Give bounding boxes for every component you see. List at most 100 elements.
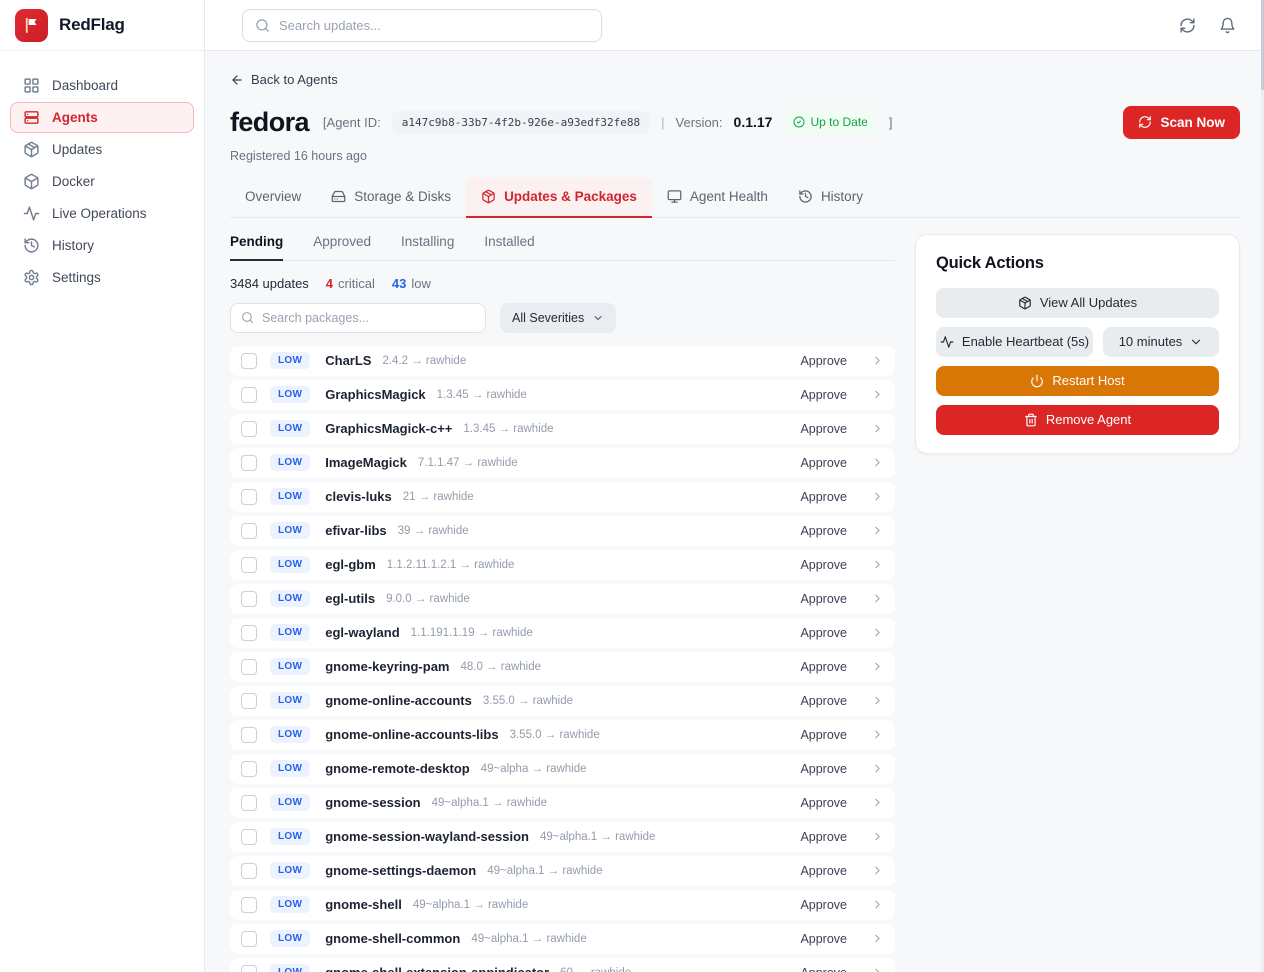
sidebar-item-live-operations[interactable]: Live Operations [10, 198, 194, 229]
chevron-right-icon[interactable] [871, 966, 884, 972]
scrollbar-track[interactable] [1261, 0, 1264, 972]
package-checkbox[interactable] [241, 590, 257, 607]
sidebar-item-history[interactable]: History [10, 230, 194, 261]
package-checkbox[interactable] [241, 386, 257, 403]
package-checkbox[interactable] [241, 488, 257, 505]
sidebar-item-agents[interactable]: Agents [10, 102, 194, 133]
enable-heartbeat-button[interactable]: Enable Heartbeat (5s) [936, 326, 1093, 357]
package-checkbox[interactable] [241, 794, 257, 811]
package-checkbox[interactable] [241, 760, 257, 777]
package-checkbox[interactable] [241, 454, 257, 471]
approve-button[interactable]: Approve [800, 795, 847, 810]
flag-icon [23, 16, 41, 34]
chevron-right-icon[interactable] [871, 422, 884, 435]
approve-button[interactable]: Approve [800, 727, 847, 742]
subtab-approved[interactable]: Approved [313, 233, 372, 249]
chevron-right-icon[interactable] [871, 898, 884, 911]
package-checkbox[interactable] [241, 896, 257, 913]
quick-actions-column: Quick Actions View All Updates Enable He… [915, 233, 1240, 454]
approve-button[interactable]: Approve [800, 489, 847, 504]
chevron-right-icon[interactable] [871, 354, 884, 367]
approve-button[interactable]: Approve [800, 897, 847, 912]
package-checkbox[interactable] [241, 624, 257, 641]
chevron-right-icon[interactable] [871, 490, 884, 503]
notifications-bell-icon[interactable] [1219, 17, 1236, 34]
approve-button[interactable]: Approve [800, 625, 847, 640]
chevron-right-icon[interactable] [871, 660, 884, 673]
chevron-right-icon[interactable] [871, 796, 884, 809]
chevron-right-icon[interactable] [871, 388, 884, 401]
package-name: efivar-libs [325, 523, 387, 538]
subtab-pending[interactable]: Pending [230, 234, 284, 261]
sidebar-item-label: Agents [52, 110, 98, 125]
sidebar-item-settings[interactable]: Settings [10, 262, 194, 293]
approve-button[interactable]: Approve [800, 931, 847, 946]
subtab-installing[interactable]: Installing [401, 233, 455, 249]
chevron-right-icon[interactable] [871, 694, 884, 707]
sidebar-item-dashboard[interactable]: Dashboard [10, 70, 194, 101]
topbar [205, 0, 1264, 51]
status-badge: Up to Date [783, 111, 878, 133]
chevron-right-icon[interactable] [871, 864, 884, 877]
approve-button[interactable]: Approve [800, 421, 847, 436]
chevron-right-icon[interactable] [871, 524, 884, 537]
tab-updates-packages[interactable]: Updates & Packages [466, 176, 652, 218]
subtab-installed[interactable]: Installed [484, 233, 535, 249]
chevron-right-icon[interactable] [871, 728, 884, 741]
approve-button[interactable]: Approve [800, 387, 847, 402]
sidebar-item-label: Updates [52, 142, 103, 157]
tab-overview[interactable]: Overview [230, 177, 316, 218]
tab-agent-health[interactable]: Agent Health [652, 177, 783, 218]
approve-button[interactable]: Approve [800, 557, 847, 572]
package-checkbox[interactable] [241, 862, 257, 879]
approve-button[interactable]: Approve [800, 353, 847, 368]
status-badge-label: Up to Date [810, 115, 868, 129]
package-checkbox[interactable] [241, 522, 257, 539]
approve-button[interactable]: Approve [800, 761, 847, 776]
package-checkbox[interactable] [241, 828, 257, 845]
package-row: LOW egl-wayland 1.1.191.1.19 → rawhide Appr… [230, 617, 895, 648]
severity-badge: LOW [270, 352, 311, 369]
package-checkbox[interactable] [241, 420, 257, 437]
bracket-close: ] [888, 114, 893, 130]
scan-now-button[interactable]: Scan Now [1123, 105, 1240, 139]
chevron-right-icon[interactable] [871, 830, 884, 843]
sidebar-item-updates[interactable]: Updates [10, 134, 194, 165]
package-checkbox[interactable] [241, 930, 257, 947]
tab-storage-disks[interactable]: Storage & Disks [316, 177, 466, 218]
global-search-input[interactable] [279, 17, 589, 33]
severity-filter[interactable]: All Severities [500, 302, 617, 333]
remove-agent-button[interactable]: Remove Agent [936, 404, 1219, 435]
approve-button[interactable]: Approve [800, 693, 847, 708]
package-checkbox[interactable] [241, 726, 257, 743]
back-to-agents-link[interactable]: Back to Agents [230, 72, 338, 87]
chevron-right-icon[interactable] [871, 932, 884, 945]
approve-button[interactable]: Approve [800, 829, 847, 844]
view-all-updates-button[interactable]: View All Updates [936, 287, 1219, 318]
chevron-right-icon[interactable] [871, 626, 884, 639]
package-checkbox[interactable] [241, 692, 257, 709]
package-checkbox[interactable] [241, 964, 257, 972]
scrollbar-thumb[interactable] [1261, 0, 1264, 90]
tab-history[interactable]: History [783, 177, 878, 218]
approve-button[interactable]: Approve [800, 523, 847, 538]
package-checkbox[interactable] [241, 556, 257, 573]
chevron-right-icon[interactable] [871, 456, 884, 469]
approve-button[interactable]: Approve [800, 455, 847, 470]
sidebar-item-docker[interactable]: Docker [10, 166, 194, 197]
global-search[interactable] [242, 8, 602, 42]
chevron-right-icon[interactable] [871, 558, 884, 571]
interval-select[interactable]: 10 minutes [1103, 326, 1219, 357]
approve-button[interactable]: Approve [800, 863, 847, 878]
approve-button[interactable]: Approve [800, 966, 847, 972]
restart-host-button[interactable]: Restart Host [936, 365, 1219, 396]
chevron-right-icon[interactable] [871, 592, 884, 605]
package-checkbox[interactable] [241, 352, 257, 369]
approve-button[interactable]: Approve [800, 659, 847, 674]
package-search[interactable] [230, 302, 486, 333]
refresh-icon[interactable] [1179, 17, 1196, 34]
package-checkbox[interactable] [241, 658, 257, 675]
package-search-input[interactable] [262, 310, 475, 325]
chevron-right-icon[interactable] [871, 762, 884, 775]
approve-button[interactable]: Approve [800, 591, 847, 606]
